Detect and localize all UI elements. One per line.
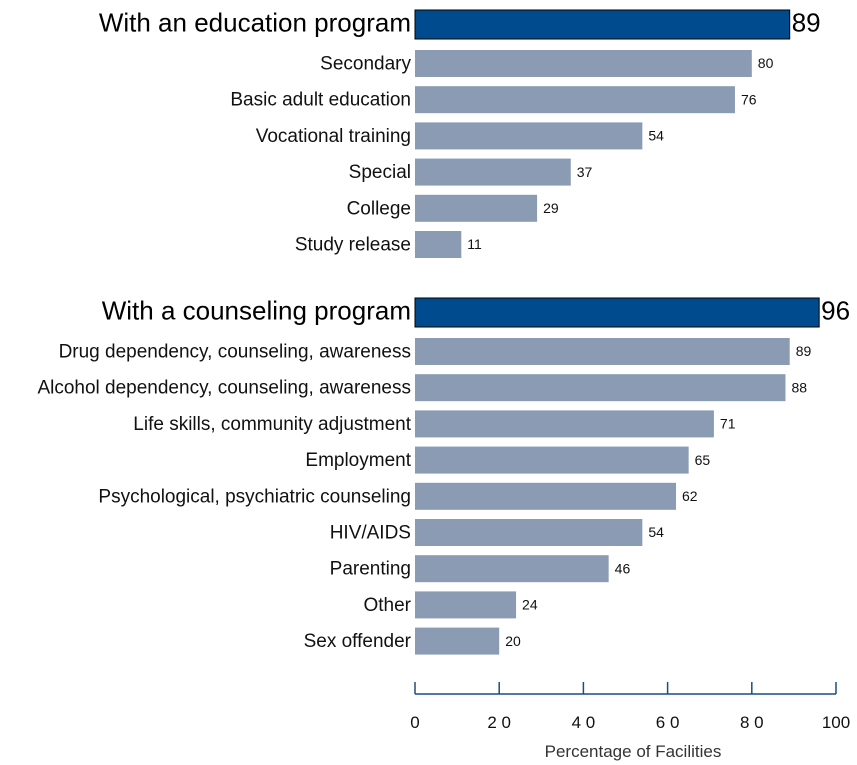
value-label-study-release: 11 [467,236,482,252]
group-with-a-counseling-program: With a counseling program 96 Drug dependen… [37,295,850,655]
bar-other [415,591,517,619]
bar-psychological-psychiatric-counseling [415,482,677,510]
bar-life-skills-community-adjustment [415,410,714,438]
bar-sex-offender [415,627,500,655]
bar-label-alcohol-dependency-counseling-awareness: Alcohol dependency, counseling, awarenes… [37,378,411,399]
bar-label-drug-dependency-counseling-awareness: Drug dependency, counseling, awareness [59,342,411,363]
value-label-sex-offender: 20 [505,633,521,649]
bar-hiv-aids [415,519,643,546]
bar-label-with-an-education-program: With an education program [99,7,411,37]
bar-label-hiv-aids: HIV/AIDS [330,523,411,544]
bar-vocational-training [415,122,643,150]
x-tick-label: 0 [410,713,419,732]
bar-label-study-release: Study release [295,235,411,256]
bar-label-secondary: Secondary [320,54,411,75]
bar-label-with-a-counseling-program: With a counseling program [102,295,411,325]
bar-label-other: Other [363,595,411,616]
bar-college [415,194,538,222]
bars-layer: With an education program 89 Secondary 80 Ba… [37,7,850,655]
x-tick-label: 8 0 [740,713,764,732]
x-tick-label: 100 [822,713,850,732]
bar-label-college: College [347,198,411,219]
bar-alcohol-dependency-counseling-awareness [415,374,786,402]
value-label-psychological-psychiatric-counseling: 62 [682,488,698,504]
x-tick-label: 6 0 [656,713,680,732]
value-label-parenting: 46 [615,560,631,576]
bar-label-special: Special [349,162,411,183]
bar-parenting [415,555,609,583]
bar-label-basic-adult-education: Basic adult education [230,90,411,111]
value-label-with-an-education-program: 89 [792,7,821,37]
value-label-secondary: 80 [758,55,774,71]
value-label-alcohol-dependency-counseling-awareness: 88 [791,379,807,395]
bar-label-vocational-training: Vocational training [256,126,411,147]
bar-drug-dependency-counseling-awareness [415,338,790,365]
bar-label-life-skills-community-adjustment: Life skills, community adjustment [133,414,411,435]
bar-basic-adult-education [415,86,735,114]
value-label-college: 29 [543,200,559,216]
value-label-other: 24 [522,597,538,613]
bar-label-psychological-psychiatric-counseling: Psychological, psychiatric counseling [98,486,411,507]
x-tick-label: 2 0 [487,713,511,732]
value-label-special: 37 [577,164,593,180]
x-axis-title: Percentage of Facilities [545,742,722,761]
x-tick-label: 4 0 [572,713,596,732]
value-label-with-a-counseling-program: 96 [821,295,850,325]
value-label-vocational-training: 54 [648,128,664,144]
value-label-basic-adult-education: 76 [741,91,757,107]
group-with-an-education-program: With an education program 89 Secondary 80 Ba… [99,7,821,258]
value-label-hiv-aids: 54 [648,524,664,540]
bar-label-employment: Employment [305,450,411,471]
bar-with-an-education-program [414,9,791,40]
bar-secondary [415,50,752,77]
bar-employment [415,446,689,474]
bar-label-parenting: Parenting [330,559,411,580]
bar-special [415,158,571,186]
x-axis: Percentage of Facilities 0 2 0 4 0 6 0 8 0 10… [410,682,850,761]
value-label-drug-dependency-counseling-awareness: 89 [796,343,812,359]
value-label-life-skills-community-adjustment: 71 [720,416,736,432]
bar-study-release [415,231,462,258]
bar-with-a-counseling-program [414,297,820,328]
bar-label-sex-offender: Sex offender [304,631,412,652]
value-label-employment: 65 [695,452,711,468]
